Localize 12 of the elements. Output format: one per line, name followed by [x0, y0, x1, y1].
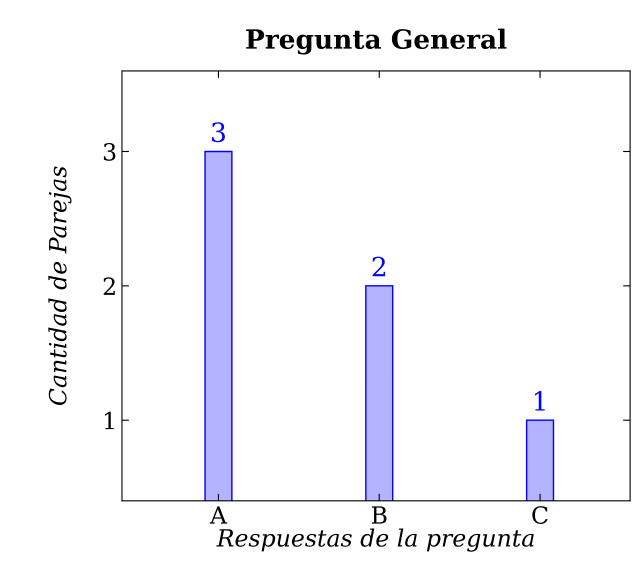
x-tick-label: C: [532, 506, 548, 524]
y-tick-label: 3: [104, 142, 116, 161]
y-axis-title: Cantidad de Parejas: [48, 166, 72, 405]
data-label: 2: [372, 256, 386, 276]
y-tick-label: 2: [104, 277, 115, 295]
x-tick-label: B: [372, 506, 386, 524]
data-label: 3: [212, 122, 225, 142]
data-label: 1: [534, 390, 545, 411]
x-axis-title: Respuestas de la pregunta: [216, 528, 534, 552]
y-tick-label: 1: [104, 412, 114, 430]
chart-title: Pregunta General: [246, 28, 506, 55]
x-tick-label: A: [210, 506, 228, 524]
